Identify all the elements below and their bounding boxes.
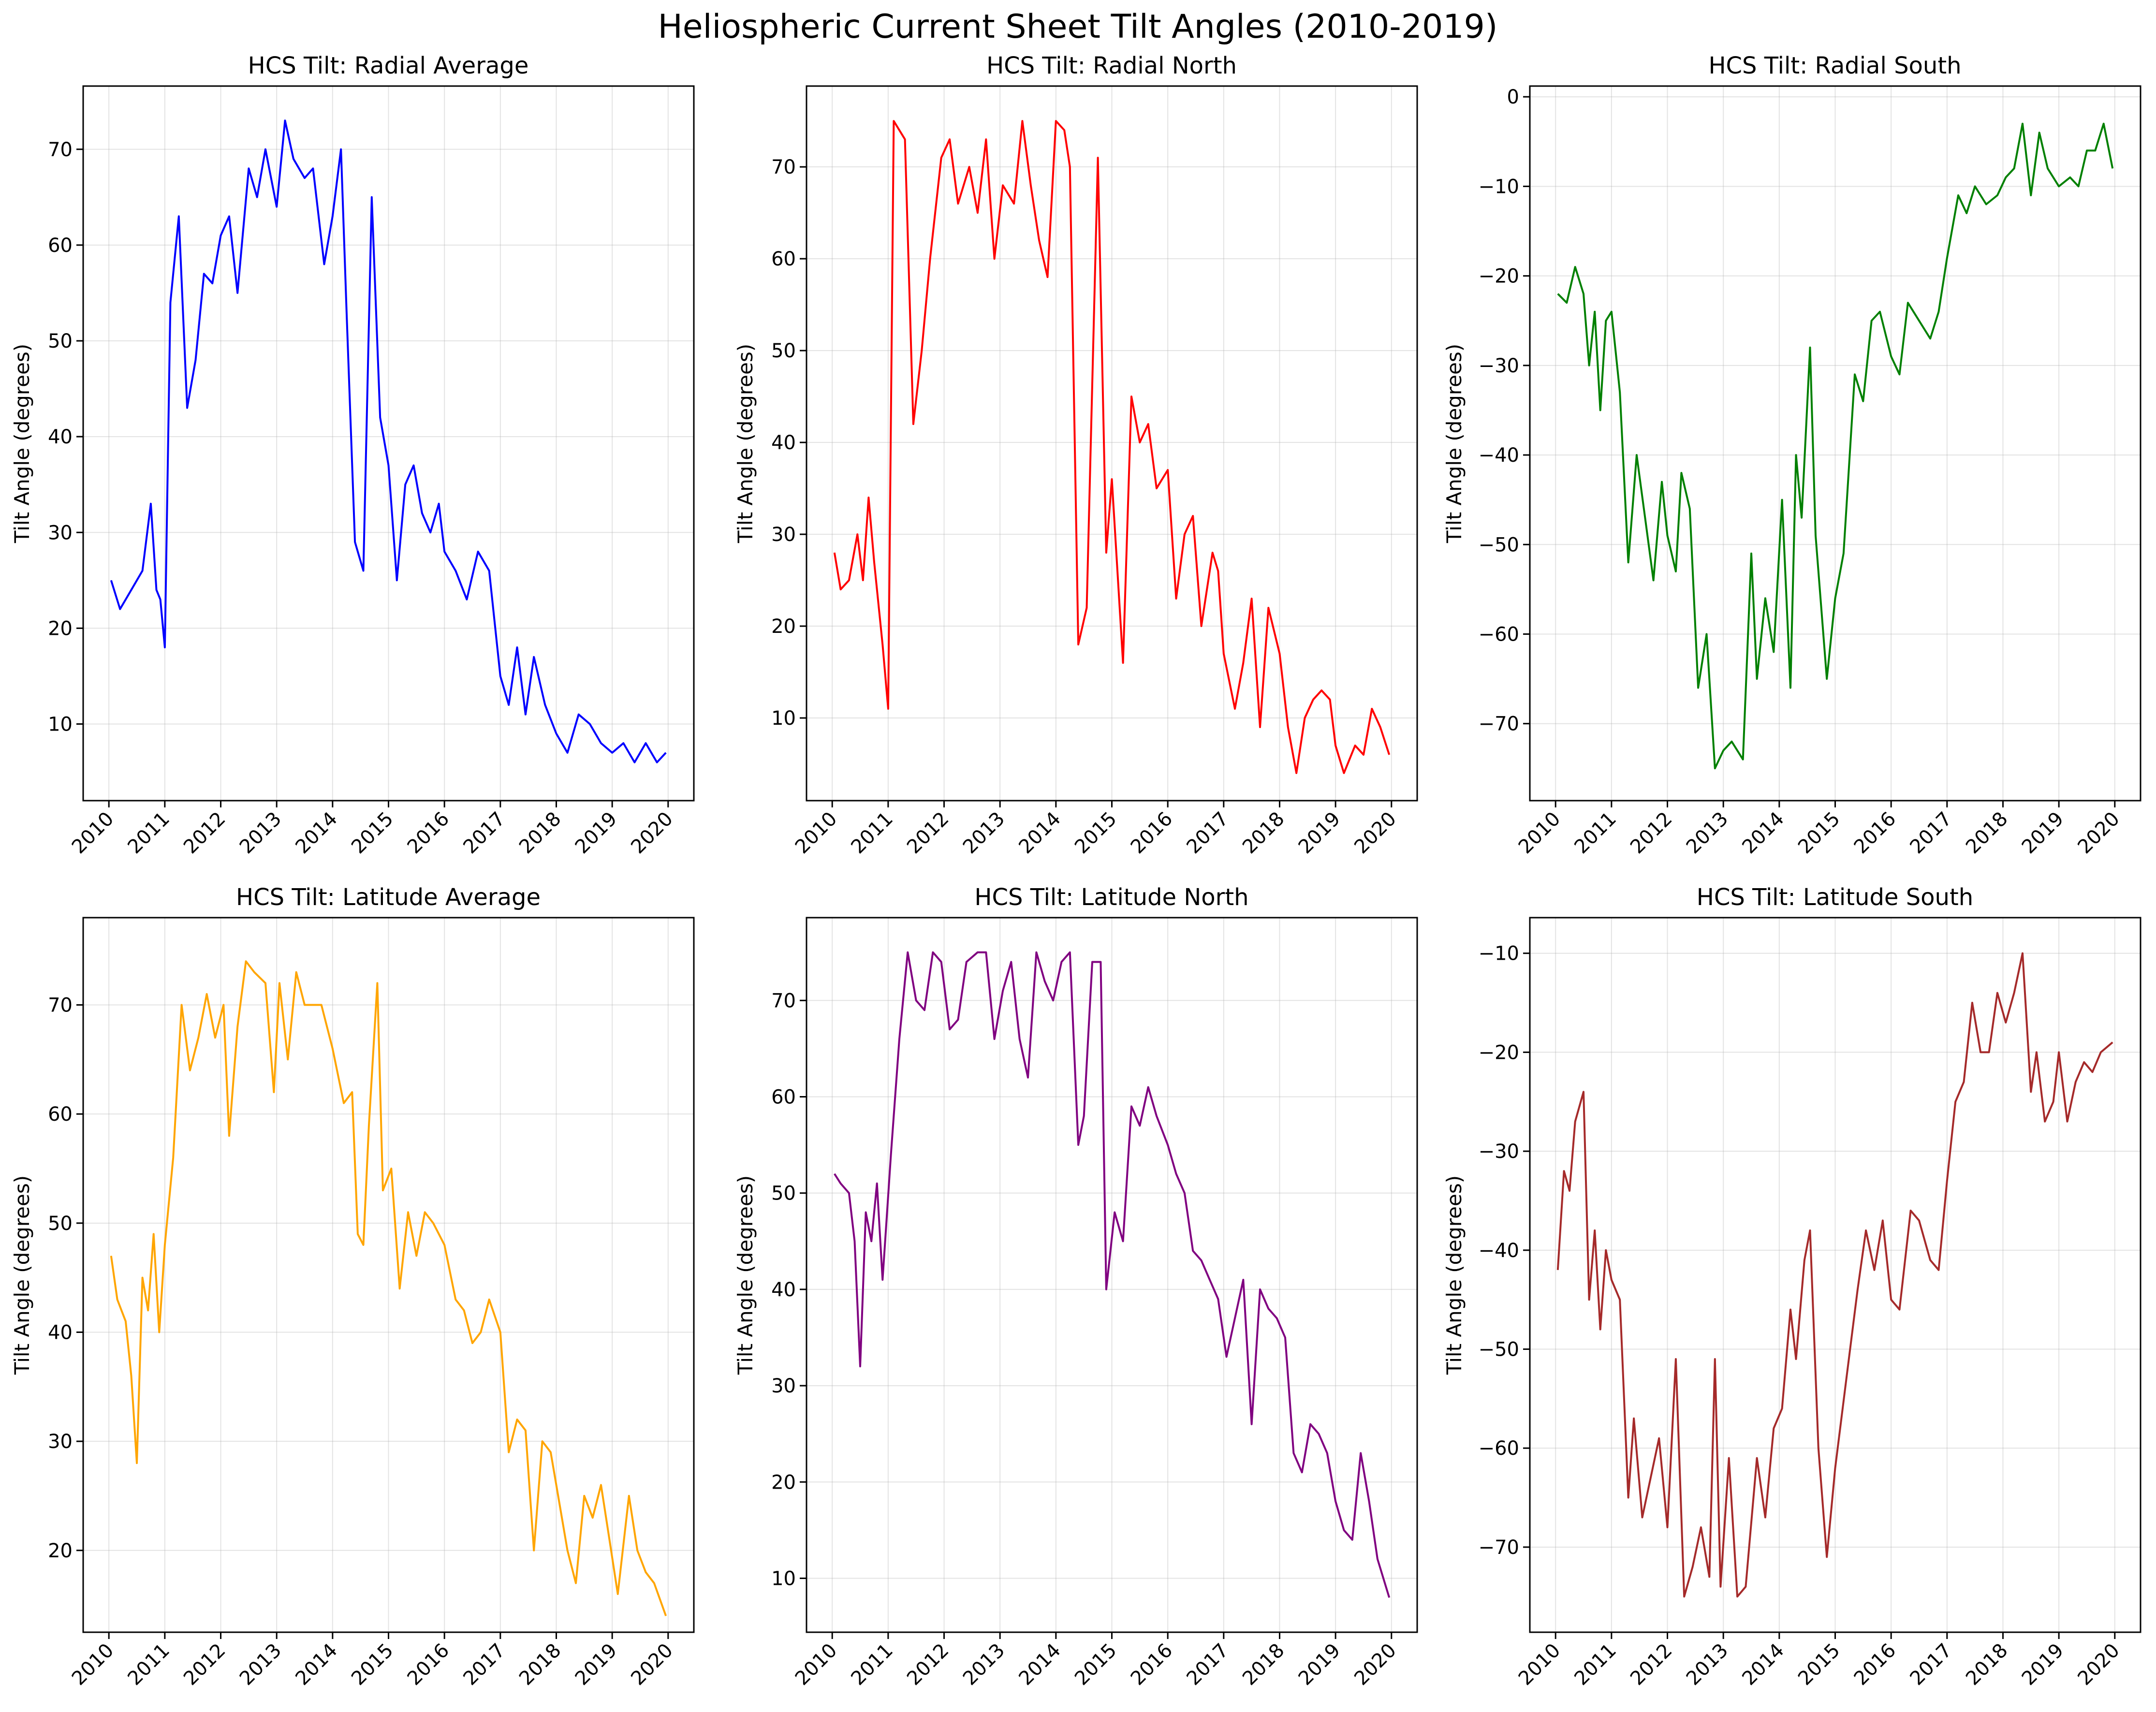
y-tick-label: 50 xyxy=(771,1183,796,1205)
y-tick-label: 40 xyxy=(771,432,796,454)
y-tick-label: −40 xyxy=(1479,1240,1519,1262)
figure-title: Heliospheric Current Sheet Tilt Angles (… xyxy=(658,8,1498,46)
subplot-title: HCS Tilt: Latitude North xyxy=(974,884,1248,911)
subplot-title: HCS Tilt: Radial North xyxy=(986,52,1237,79)
y-tick-label: −50 xyxy=(1479,1339,1519,1361)
y-tick-label: −30 xyxy=(1479,355,1519,377)
y-tick-label: 50 xyxy=(48,330,73,352)
y-tick-label: 10 xyxy=(771,1567,796,1590)
y-tick-label: 70 xyxy=(48,995,73,1017)
y-tick-label: −40 xyxy=(1479,444,1519,467)
y-tick-label: −20 xyxy=(1479,265,1519,288)
y-tick-label: 40 xyxy=(48,426,73,448)
y-tick-label: 30 xyxy=(771,524,796,546)
y-tick-label: 10 xyxy=(48,714,73,736)
y-tick-label: 30 xyxy=(771,1375,796,1397)
y-tick-label: 70 xyxy=(771,990,796,1012)
y-tick-label: 70 xyxy=(771,156,796,178)
y-axis-label: Tilt Angle (degrees) xyxy=(1442,1175,1466,1375)
y-tick-label: −70 xyxy=(1479,713,1519,735)
y-tick-label: 40 xyxy=(771,1279,796,1301)
series-line xyxy=(834,951,1391,1598)
y-tick-label: −60 xyxy=(1479,624,1519,646)
y-tick-label: −60 xyxy=(1479,1437,1519,1460)
y-tick-label: −10 xyxy=(1479,176,1519,198)
y-axis-label: Tilt Angle (degrees) xyxy=(10,1175,34,1375)
subplot-title: HCS Tilt: Radial South xyxy=(1708,52,1961,79)
y-axis-label: Tilt Angle (degrees) xyxy=(733,1175,757,1375)
y-axis-label: Tilt Angle (degrees) xyxy=(1442,344,1466,543)
y-tick-label: 10 xyxy=(771,707,796,730)
series-line xyxy=(1557,122,2114,770)
y-tick-label: 50 xyxy=(48,1213,73,1235)
subplot-title: HCS Tilt: Radial Average xyxy=(248,52,529,79)
y-tick-label: −10 xyxy=(1479,943,1519,965)
y-tick-label: 20 xyxy=(771,1471,796,1493)
y-axis-label: Tilt Angle (degrees) xyxy=(733,344,757,543)
y-axis-label: Tilt Angle (degrees) xyxy=(10,344,34,543)
subplot-title: HCS Tilt: Latitude South xyxy=(1697,884,1973,911)
y-tick-label: 20 xyxy=(48,1540,73,1562)
y-tick-label: 40 xyxy=(48,1321,73,1344)
series-line xyxy=(110,119,667,763)
y-tick-label: 0 xyxy=(1507,86,1519,108)
y-tick-label: 60 xyxy=(771,1086,796,1108)
y-tick-label: 20 xyxy=(771,615,796,638)
y-tick-label: 70 xyxy=(48,139,73,161)
subplot-title: HCS Tilt: Latitude Average xyxy=(236,884,541,911)
series-line xyxy=(833,120,1391,774)
y-tick-label: 50 xyxy=(771,340,796,362)
y-tick-label: 30 xyxy=(48,1431,73,1453)
y-tick-label: 60 xyxy=(48,1103,73,1126)
series-line xyxy=(110,960,667,1616)
y-tick-label: 20 xyxy=(48,617,73,640)
y-tick-label: −50 xyxy=(1479,534,1519,556)
y-tick-label: −70 xyxy=(1479,1536,1519,1559)
y-tick-label: −20 xyxy=(1479,1041,1519,1064)
series-line xyxy=(1556,952,2113,1598)
y-tick-label: −30 xyxy=(1479,1141,1519,1163)
y-tick-label: 30 xyxy=(48,522,73,544)
y-tick-label: 60 xyxy=(771,248,796,270)
y-tick-label: 60 xyxy=(48,234,73,257)
